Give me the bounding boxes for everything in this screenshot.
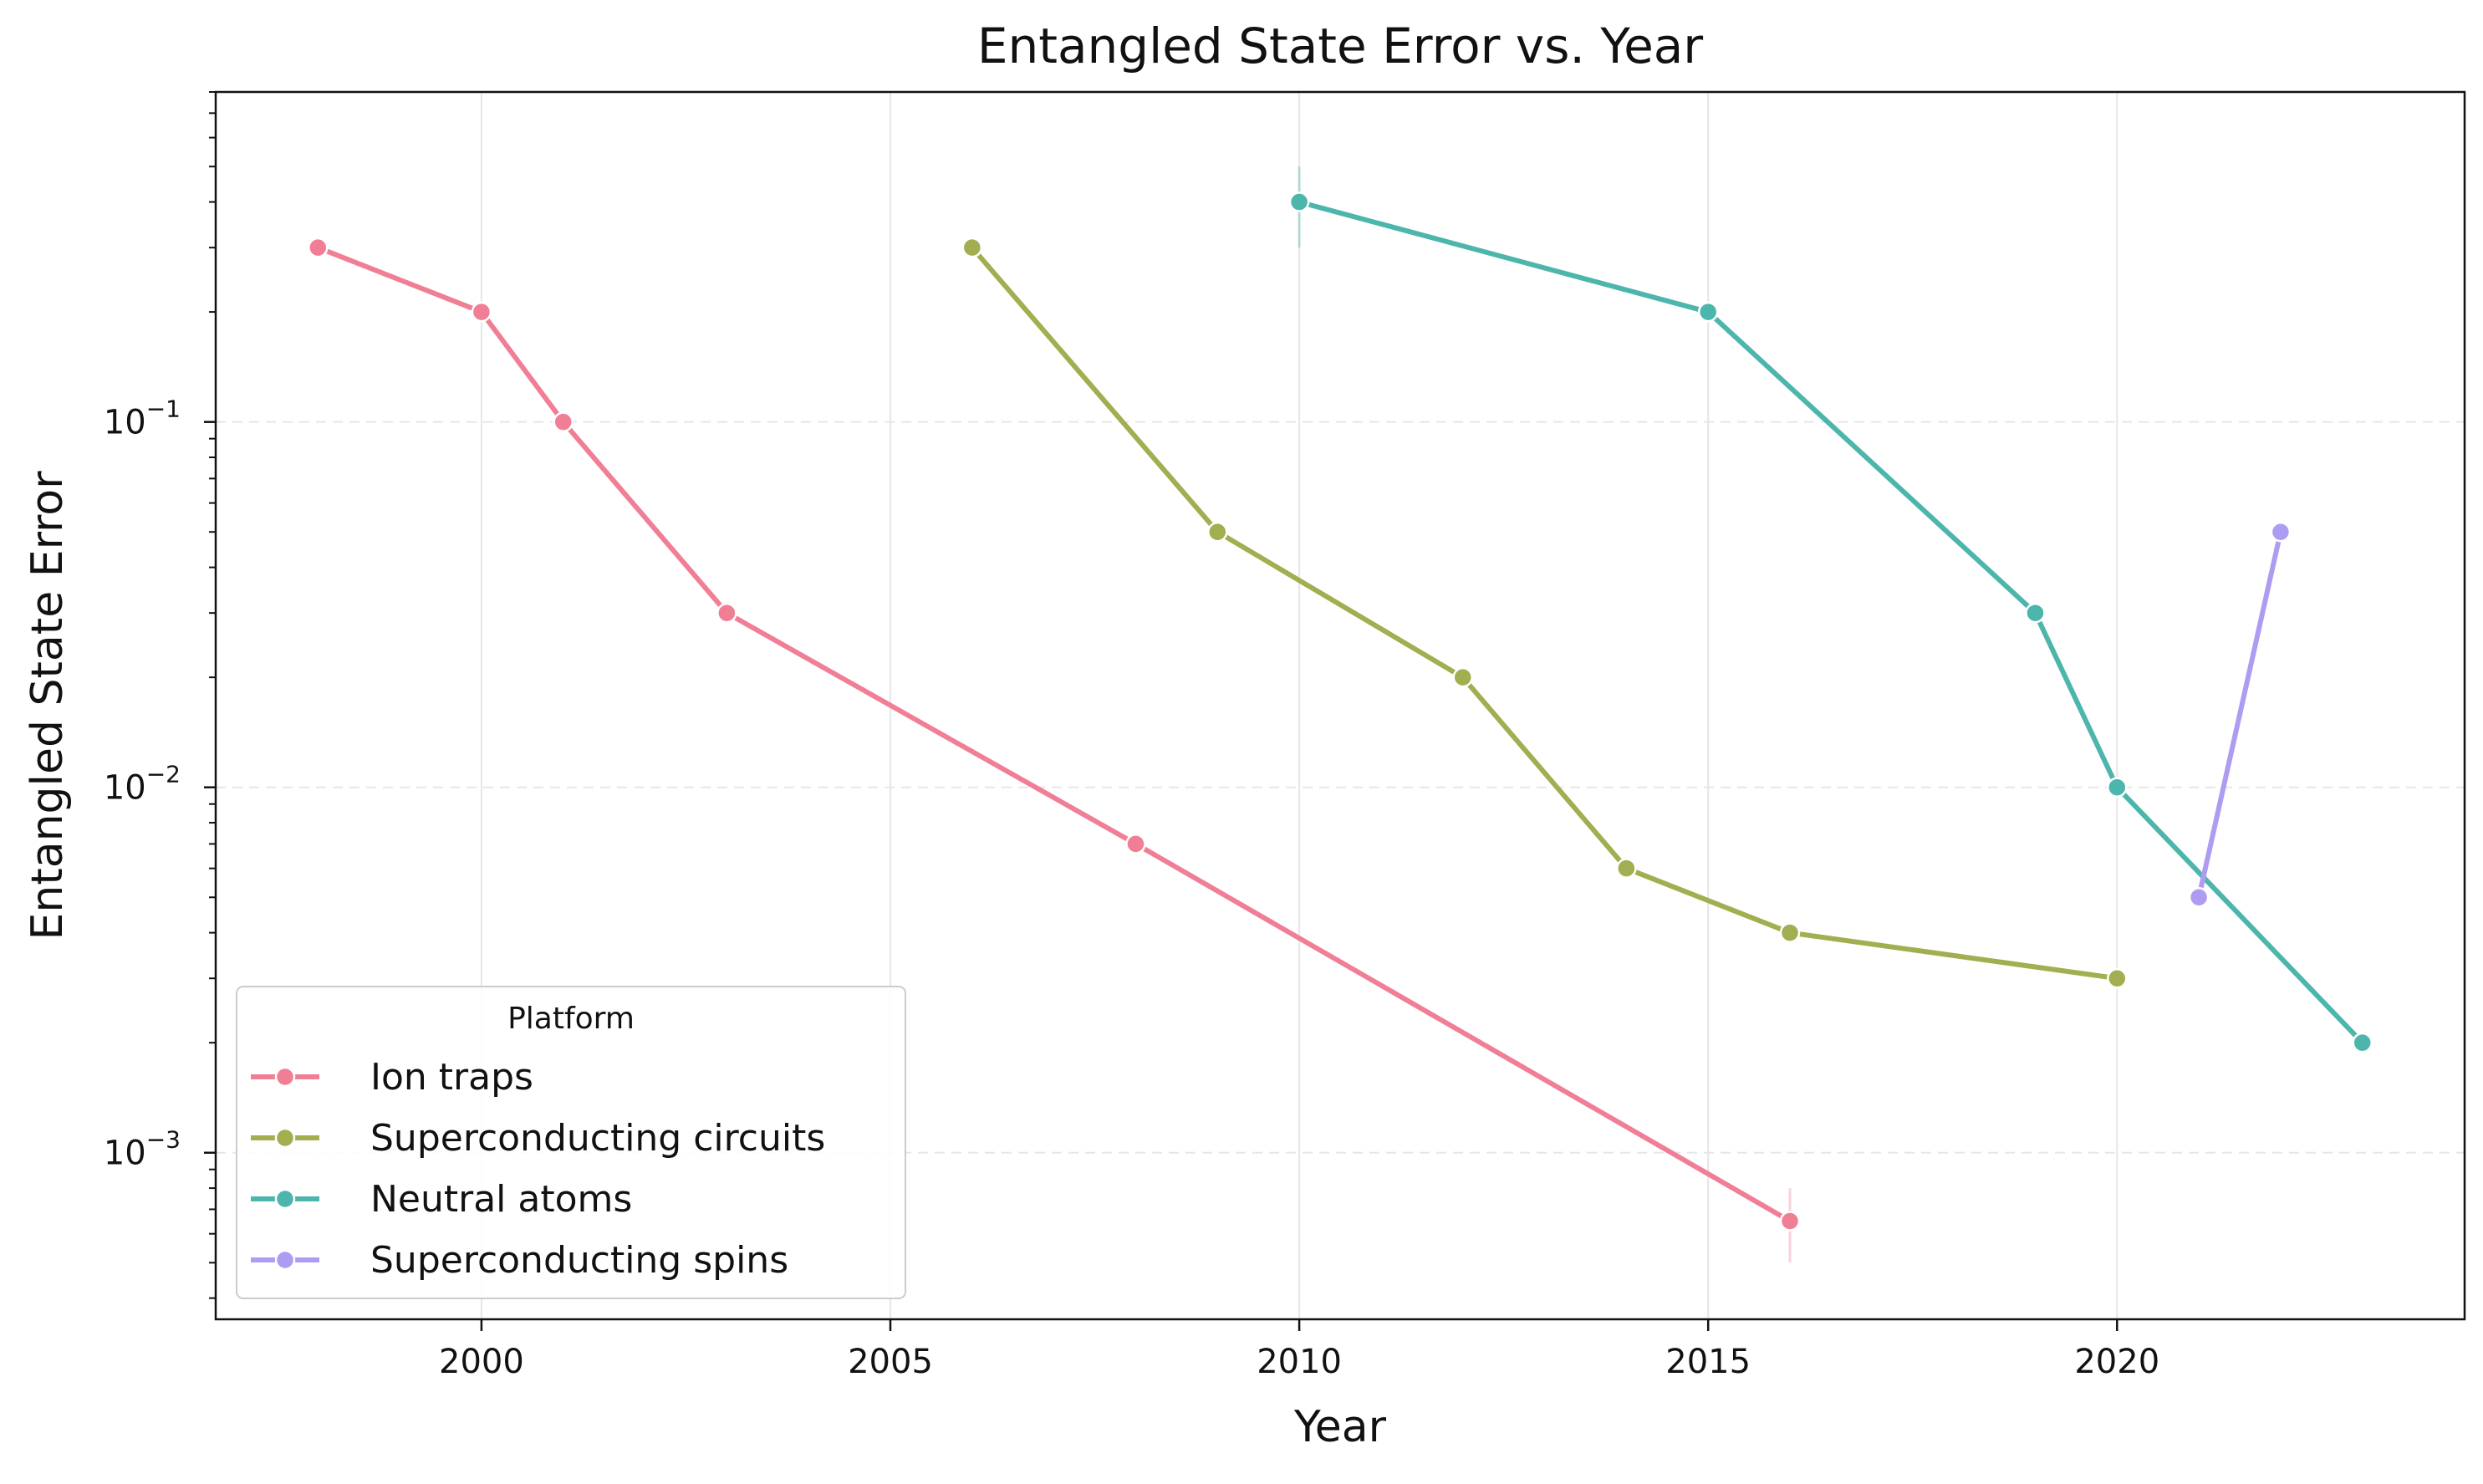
legend: Platform Ion traps Superconducting circui… xyxy=(236,986,906,1299)
data-point xyxy=(2188,887,2210,908)
series-3 xyxy=(2188,521,2292,908)
series-1 xyxy=(961,237,2128,989)
x-tick-label: 2005 xyxy=(848,1343,933,1381)
x-tick-label: 2015 xyxy=(1665,1343,1751,1381)
legend-label: Superconducting spins xyxy=(370,1239,788,1282)
data-point xyxy=(1288,191,1310,212)
data-point xyxy=(2352,1032,2373,1053)
data-point xyxy=(1779,922,1801,943)
data-point xyxy=(961,237,983,258)
series-2 xyxy=(1288,166,2373,1053)
legend-label: Superconducting circuits xyxy=(370,1117,825,1160)
data-point xyxy=(2107,777,2128,798)
plot-area-frame xyxy=(214,90,2466,1321)
y-tick-label: 10−3 xyxy=(104,1126,181,1173)
data-point xyxy=(2025,602,2046,624)
data-point xyxy=(1616,858,1637,879)
data-point xyxy=(1207,521,1228,543)
data-point xyxy=(1452,666,1473,688)
y-axis: 10−110−210−3 xyxy=(104,91,216,1299)
data-point xyxy=(471,301,492,323)
y-tick-exponent: −1 xyxy=(146,395,181,423)
x-tick-label: 2020 xyxy=(2074,1343,2159,1381)
x-tick-label: 2000 xyxy=(439,1343,524,1381)
x-tick-label: 2010 xyxy=(1257,1343,1342,1381)
legend-box xyxy=(236,986,906,1299)
chart-title: Entangled State Error vs. Year xyxy=(977,18,1703,74)
series-line xyxy=(970,246,2118,982)
series-0 xyxy=(308,237,1801,1263)
data-point xyxy=(1779,1211,1801,1232)
legend-marker xyxy=(274,1127,296,1149)
data-point xyxy=(1697,301,1719,323)
series-line xyxy=(317,245,1792,1224)
y-tick-label: 10−1 xyxy=(104,395,181,442)
x-axis-label: Year xyxy=(1293,1402,1387,1452)
y-axis-label: Entangled State Error xyxy=(23,471,73,941)
y-tick-exponent: −2 xyxy=(146,761,181,788)
data-point xyxy=(2107,967,2128,989)
data-point xyxy=(308,237,329,258)
y-tick-base: 10 xyxy=(104,1135,146,1173)
legend-marker xyxy=(274,1249,296,1271)
y-tick-label: 10−2 xyxy=(104,761,181,808)
y-tick-base: 10 xyxy=(104,769,146,808)
y-tick-exponent: −3 xyxy=(146,1126,181,1154)
data-point xyxy=(553,411,574,432)
grid xyxy=(216,92,2465,1319)
legend-label: Neutral atoms xyxy=(370,1178,632,1221)
series-layer xyxy=(308,166,2373,1263)
data-point xyxy=(1125,834,1146,854)
x-axis: 2000 2005 2010 2015 2020 xyxy=(439,1319,2159,1381)
y-tick-base: 10 xyxy=(104,404,146,442)
legend-entries: Ion traps Superconducting circuits Neutral… xyxy=(251,1056,825,1282)
data-point xyxy=(2270,521,2292,543)
data-point xyxy=(716,602,737,624)
legend-label: Ion traps xyxy=(370,1056,533,1099)
legend-marker xyxy=(274,1066,296,1088)
legend-title: Platform xyxy=(507,1002,635,1036)
series-line xyxy=(2196,531,2283,898)
series-line xyxy=(1298,199,2364,1045)
legend-marker xyxy=(274,1188,296,1210)
